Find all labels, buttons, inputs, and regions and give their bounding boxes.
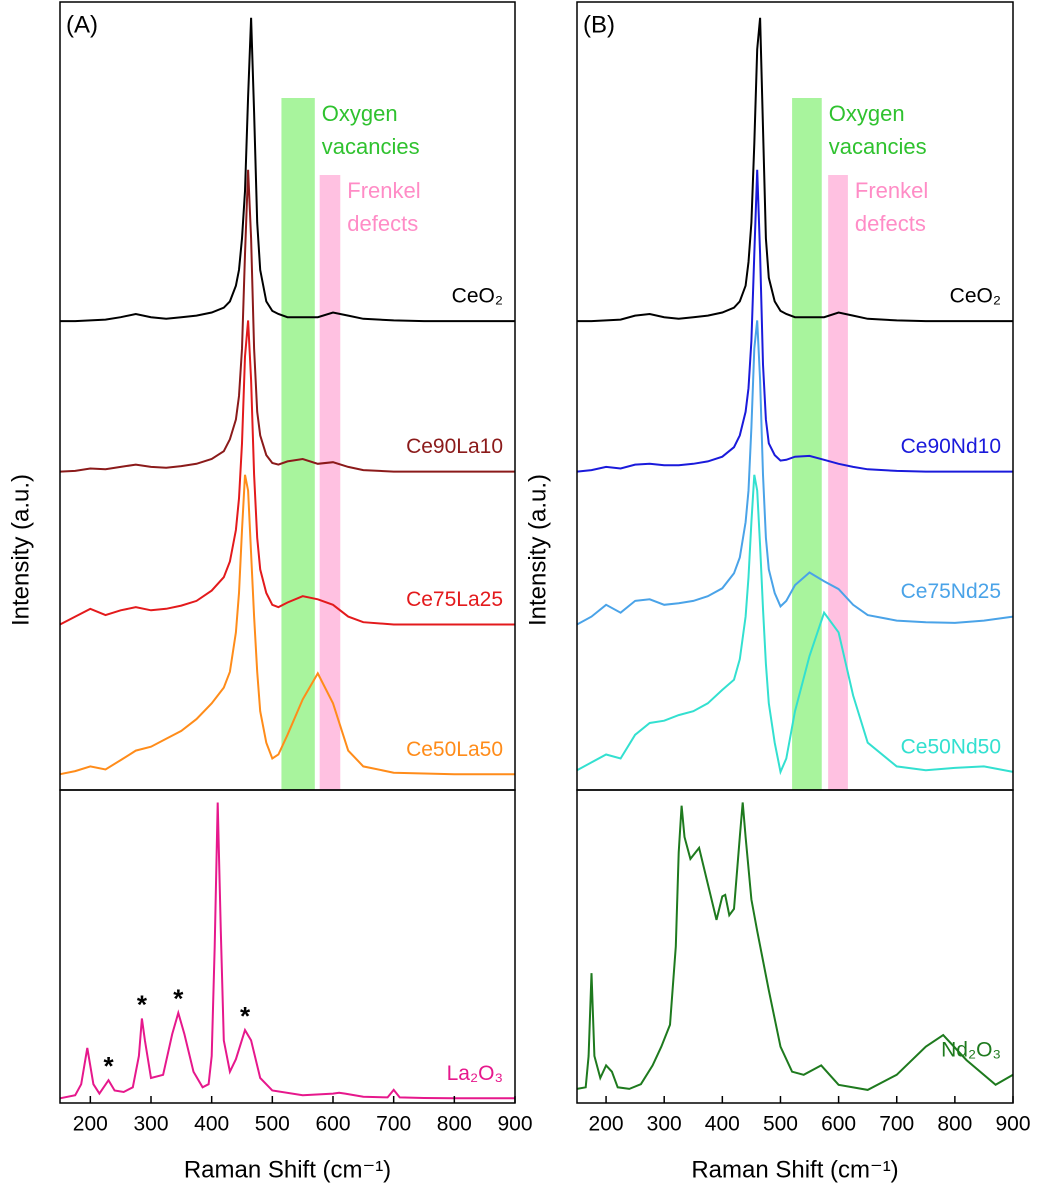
band (281, 98, 315, 790)
x-tick-label: 300 (647, 1113, 682, 1136)
series-label: Ce50La50 (406, 738, 503, 761)
series-label: Ce75La25 (406, 588, 503, 611)
x-tick-label: 700 (376, 1113, 411, 1136)
x-tick-label: 800 (937, 1113, 972, 1136)
y-axis-label: Intensity (a.u.) (524, 474, 551, 626)
x-tick-label: 900 (497, 1113, 532, 1136)
spectrum-line (59, 320, 515, 626)
spectrum-line (60, 17, 515, 323)
band (792, 98, 822, 790)
x-tick-label: 700 (879, 1113, 914, 1136)
spectrum-line (59, 169, 515, 473)
band-label: Oxygen (322, 101, 398, 126)
band-label: Frenkel (855, 178, 928, 203)
x-axis-label: Raman Shift (cm⁻¹) (691, 1156, 898, 1183)
spectrum-line (577, 17, 1013, 323)
series-label: Ce90La10 (406, 435, 503, 458)
x-tick-label: 200 (589, 1113, 624, 1136)
series-label: Ce90Nd10 (901, 435, 1001, 458)
peak-marker: * (173, 984, 184, 1014)
series-label: La₂O₃ (447, 1062, 503, 1085)
x-tick-label: 600 (315, 1113, 350, 1136)
band (319, 175, 341, 790)
spectrum-line (59, 802, 515, 1100)
peak-marker: * (103, 1051, 114, 1081)
panel-label: (A) (66, 11, 98, 38)
x-tick-label: 500 (763, 1113, 798, 1136)
x-tick-label: 500 (255, 1113, 290, 1136)
x-axis-label: Raman Shift (cm⁻¹) (184, 1156, 391, 1183)
band-label: vacancies (829, 134, 927, 159)
peak-marker: * (240, 1001, 251, 1031)
y-axis-label: Intensity (a.u.) (7, 474, 34, 626)
spectrum-line (576, 169, 1013, 473)
x-tick-label: 300 (133, 1113, 168, 1136)
x-tick-label: 600 (821, 1113, 856, 1136)
plot-frame (59, 789, 516, 1104)
band-label: Frenkel (347, 178, 420, 203)
spectrum-line (59, 474, 515, 776)
series-label: CeO₂ (950, 285, 1001, 308)
band (828, 175, 848, 790)
series-label: Nd₂O₃ (941, 1038, 1001, 1061)
spectrum-line (576, 474, 1014, 776)
band-label: vacancies (322, 134, 420, 159)
band-label: Oxygen (829, 101, 905, 126)
x-tick-label: 900 (995, 1113, 1030, 1136)
x-tick-label: 200 (73, 1113, 108, 1136)
x-tick-label: 400 (194, 1113, 229, 1136)
spectrum-line (576, 802, 1014, 1091)
plot-frame (576, 789, 1014, 1104)
x-tick-label: 400 (705, 1113, 740, 1136)
series-label: Ce75Nd25 (901, 580, 1001, 603)
peak-marker: * (137, 989, 148, 1019)
band-label: defects (855, 211, 926, 236)
spectrum-line (576, 320, 1014, 626)
x-tick-label: 800 (437, 1113, 472, 1136)
series-label: CeO₂ (452, 285, 503, 308)
panel-label: (B) (583, 11, 615, 38)
series-label: Ce50Nd50 (901, 735, 1001, 758)
band-label: defects (347, 211, 418, 236)
